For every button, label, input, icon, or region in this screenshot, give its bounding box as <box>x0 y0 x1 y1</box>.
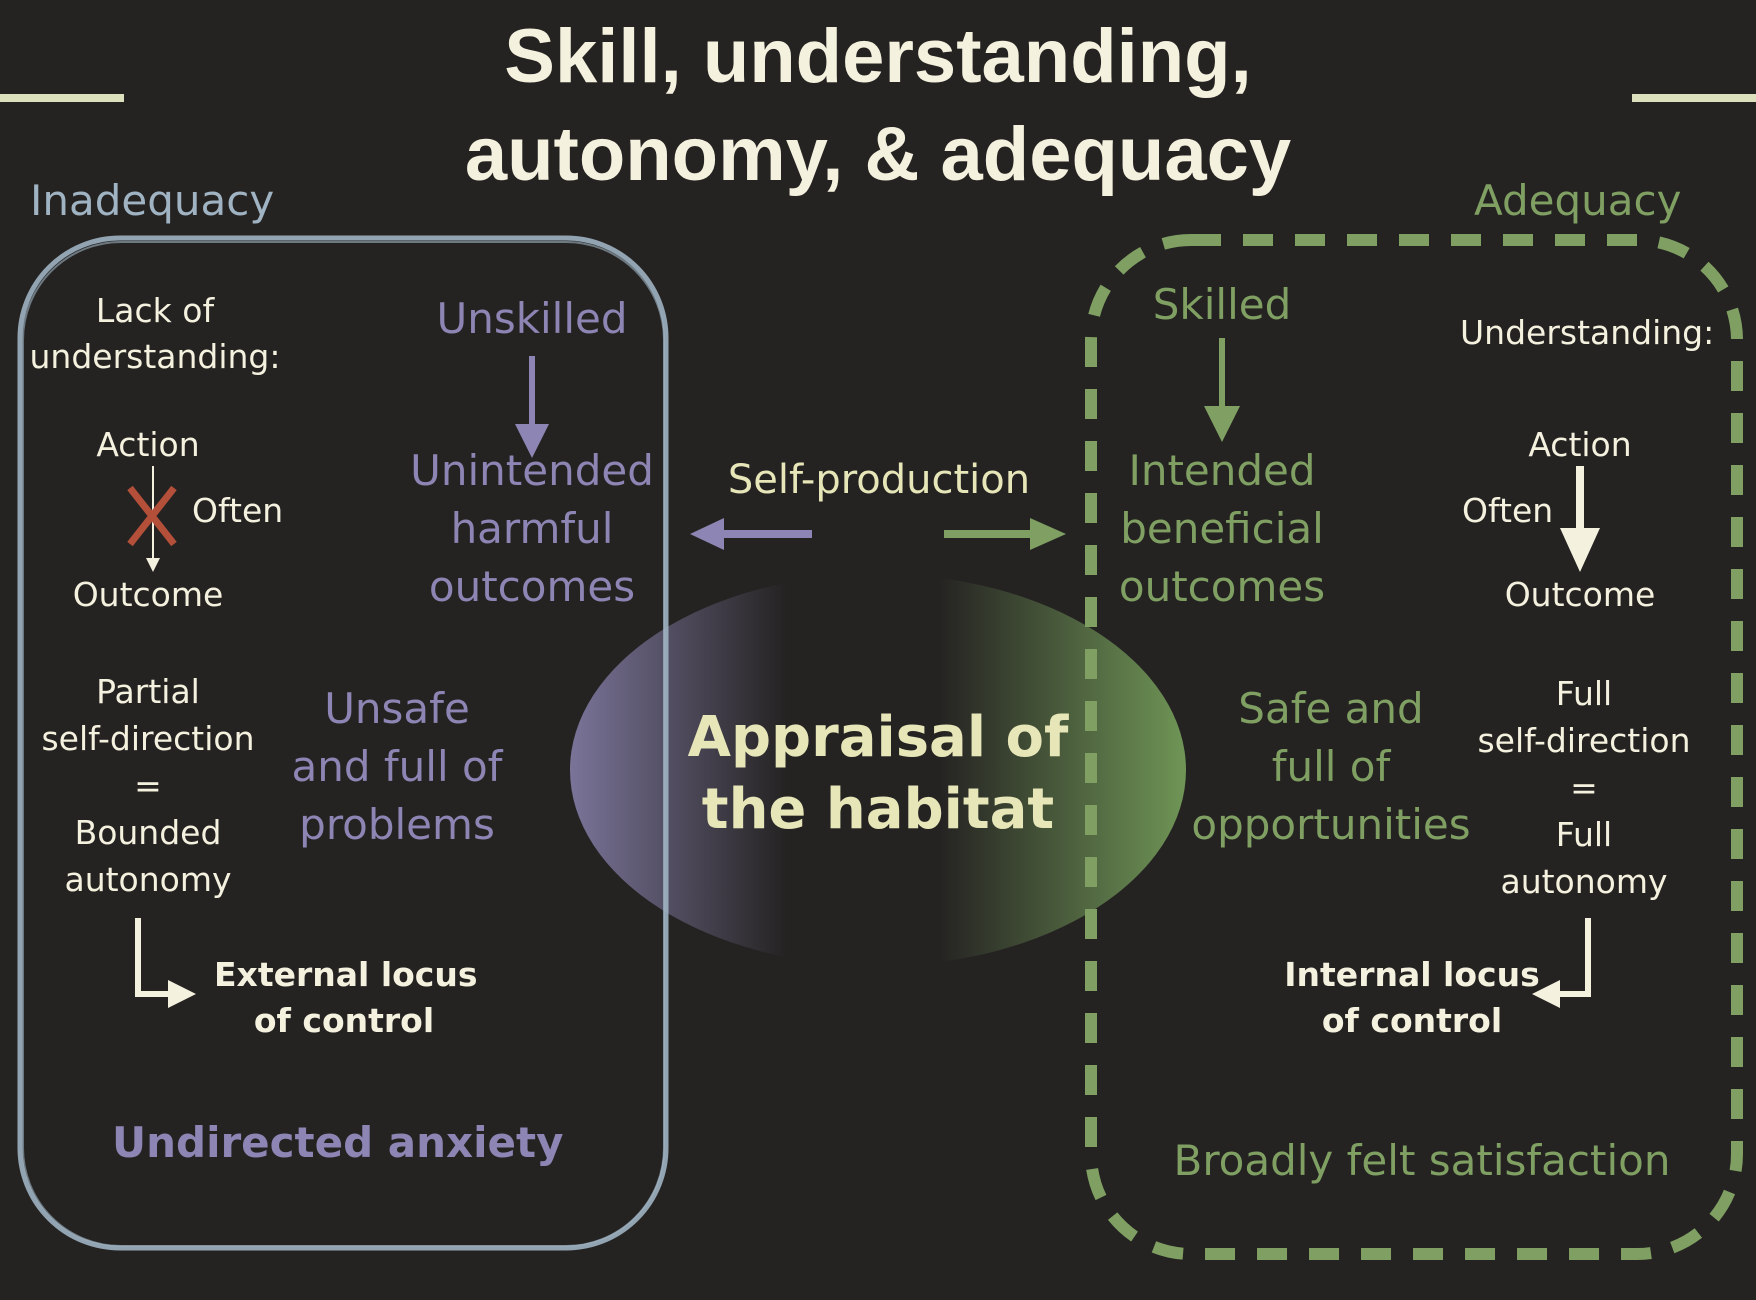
full-line-1: Full <box>1555 674 1613 713</box>
unsafe-line-3: problems <box>299 800 495 849</box>
external-locus: External locus of control <box>214 952 478 1044</box>
adequacy-action: Action <box>1528 425 1632 464</box>
external-locus-line-1: External locus <box>214 955 478 994</box>
self-production-right-arrowhead <box>1030 518 1066 550</box>
understanding-label: Understanding: <box>1460 313 1715 352</box>
intended-line-1: Intended <box>1128 446 1316 495</box>
lack-of-understanding: Lack of understanding: <box>20 288 290 380</box>
internal-locus-line-1: Internal locus <box>1284 955 1540 994</box>
self-production-label: Self-production <box>727 457 1031 503</box>
self-production-left-arrowhead <box>690 518 724 550</box>
title-line-1: Skill, understanding, <box>504 14 1252 99</box>
full-autonomy: Full self-direction = Full autonomy <box>1464 670 1704 905</box>
unsafe-line-1: Unsafe <box>324 684 470 733</box>
adequacy-action-arrowhead <box>1560 528 1600 572</box>
appraisal-line-1: Appraisal of <box>687 705 1069 770</box>
skilled-arrowhead <box>1204 406 1240 442</box>
inadequacy-label: Inadequacy <box>30 176 275 225</box>
bounded-autonomy: Partial self-direction = Bounded autonom… <box>28 668 268 903</box>
external-locus-line-2: of control <box>253 1001 435 1040</box>
inadequacy-outcome: Outcome <box>72 575 224 614</box>
equals-sign: = <box>134 766 162 805</box>
bounded-line-2: autonomy <box>64 860 232 899</box>
full-line-2: self-direction <box>1477 721 1691 760</box>
adequacy-outcome: Outcome <box>1504 575 1656 614</box>
page-title: Skill, understanding, autonomy, & adequa… <box>378 8 1378 204</box>
external-locus-arrowhead <box>168 980 196 1008</box>
safe-line-3: opportunities <box>1191 800 1471 849</box>
unsafe-line-2: and full of <box>291 742 503 791</box>
adequacy-label: Adequacy <box>1474 176 1682 225</box>
unintended-line-3: outcomes <box>428 562 636 611</box>
internal-locus: Internal locus of control <box>1282 952 1542 1044</box>
lack-line-1: Lack of <box>95 291 215 330</box>
internal-locus-arrowhead <box>1532 980 1560 1008</box>
unintended-harmful-outcomes: Unintended harmful outcomes <box>392 442 672 616</box>
inadequacy-action-arrowhead <box>146 558 160 572</box>
partial-line-2: self-direction <box>41 719 255 758</box>
safe-habitat: Safe and full of opportunities <box>1186 680 1476 854</box>
unintended-line-2: harmful <box>450 504 614 553</box>
intended-line-3: outcomes <box>1118 562 1326 611</box>
intended-beneficial-outcomes: Intended beneficial outcomes <box>1092 442 1352 616</box>
broadly-felt-satisfaction: Broadly felt satisfaction <box>1173 1136 1671 1185</box>
red-cross-b <box>127 485 177 547</box>
unsafe-habitat: Unsafe and full of problems <box>282 680 512 854</box>
internal-locus-arrow <box>1556 918 1591 997</box>
full-line-4: autonomy <box>1500 862 1668 901</box>
unskilled-label: Unskilled <box>436 294 628 343</box>
unintended-line-1: Unintended <box>410 446 654 495</box>
full-line-3: Full <box>1555 815 1613 854</box>
external-locus-arrow <box>135 918 172 997</box>
appraisal-line-2: the habitat <box>701 777 1055 842</box>
intended-line-2: beneficial <box>1120 504 1324 553</box>
title-line-2: autonomy, & adequacy <box>464 112 1292 197</box>
inadequacy-action: Action <box>96 425 200 464</box>
safe-line-1: Safe and <box>1238 684 1424 733</box>
inadequacy-box <box>17 235 669 1251</box>
inadequacy-box-sketch <box>22 241 665 1247</box>
appraisal-of-habitat: Appraisal of the habitat <box>678 702 1078 846</box>
adequacy-equals-sign: = <box>1570 768 1598 807</box>
undirected-anxiety: Undirected anxiety <box>112 1118 564 1167</box>
adequacy-box <box>1085 234 1743 1260</box>
lack-line-2: understanding: <box>29 337 281 376</box>
skilled-label: Skilled <box>1152 280 1292 329</box>
safe-line-2: full of <box>1271 742 1391 791</box>
internal-locus-line-2: of control <box>1321 1001 1503 1040</box>
adequacy-often: Often <box>1462 491 1554 530</box>
partial-line-1: Partial <box>96 672 200 711</box>
inadequacy-often: Often <box>192 491 284 530</box>
bounded-line-1: Bounded <box>74 813 222 852</box>
unskilled-arrowhead <box>515 424 549 458</box>
appraisal-ellipse <box>570 574 1186 966</box>
